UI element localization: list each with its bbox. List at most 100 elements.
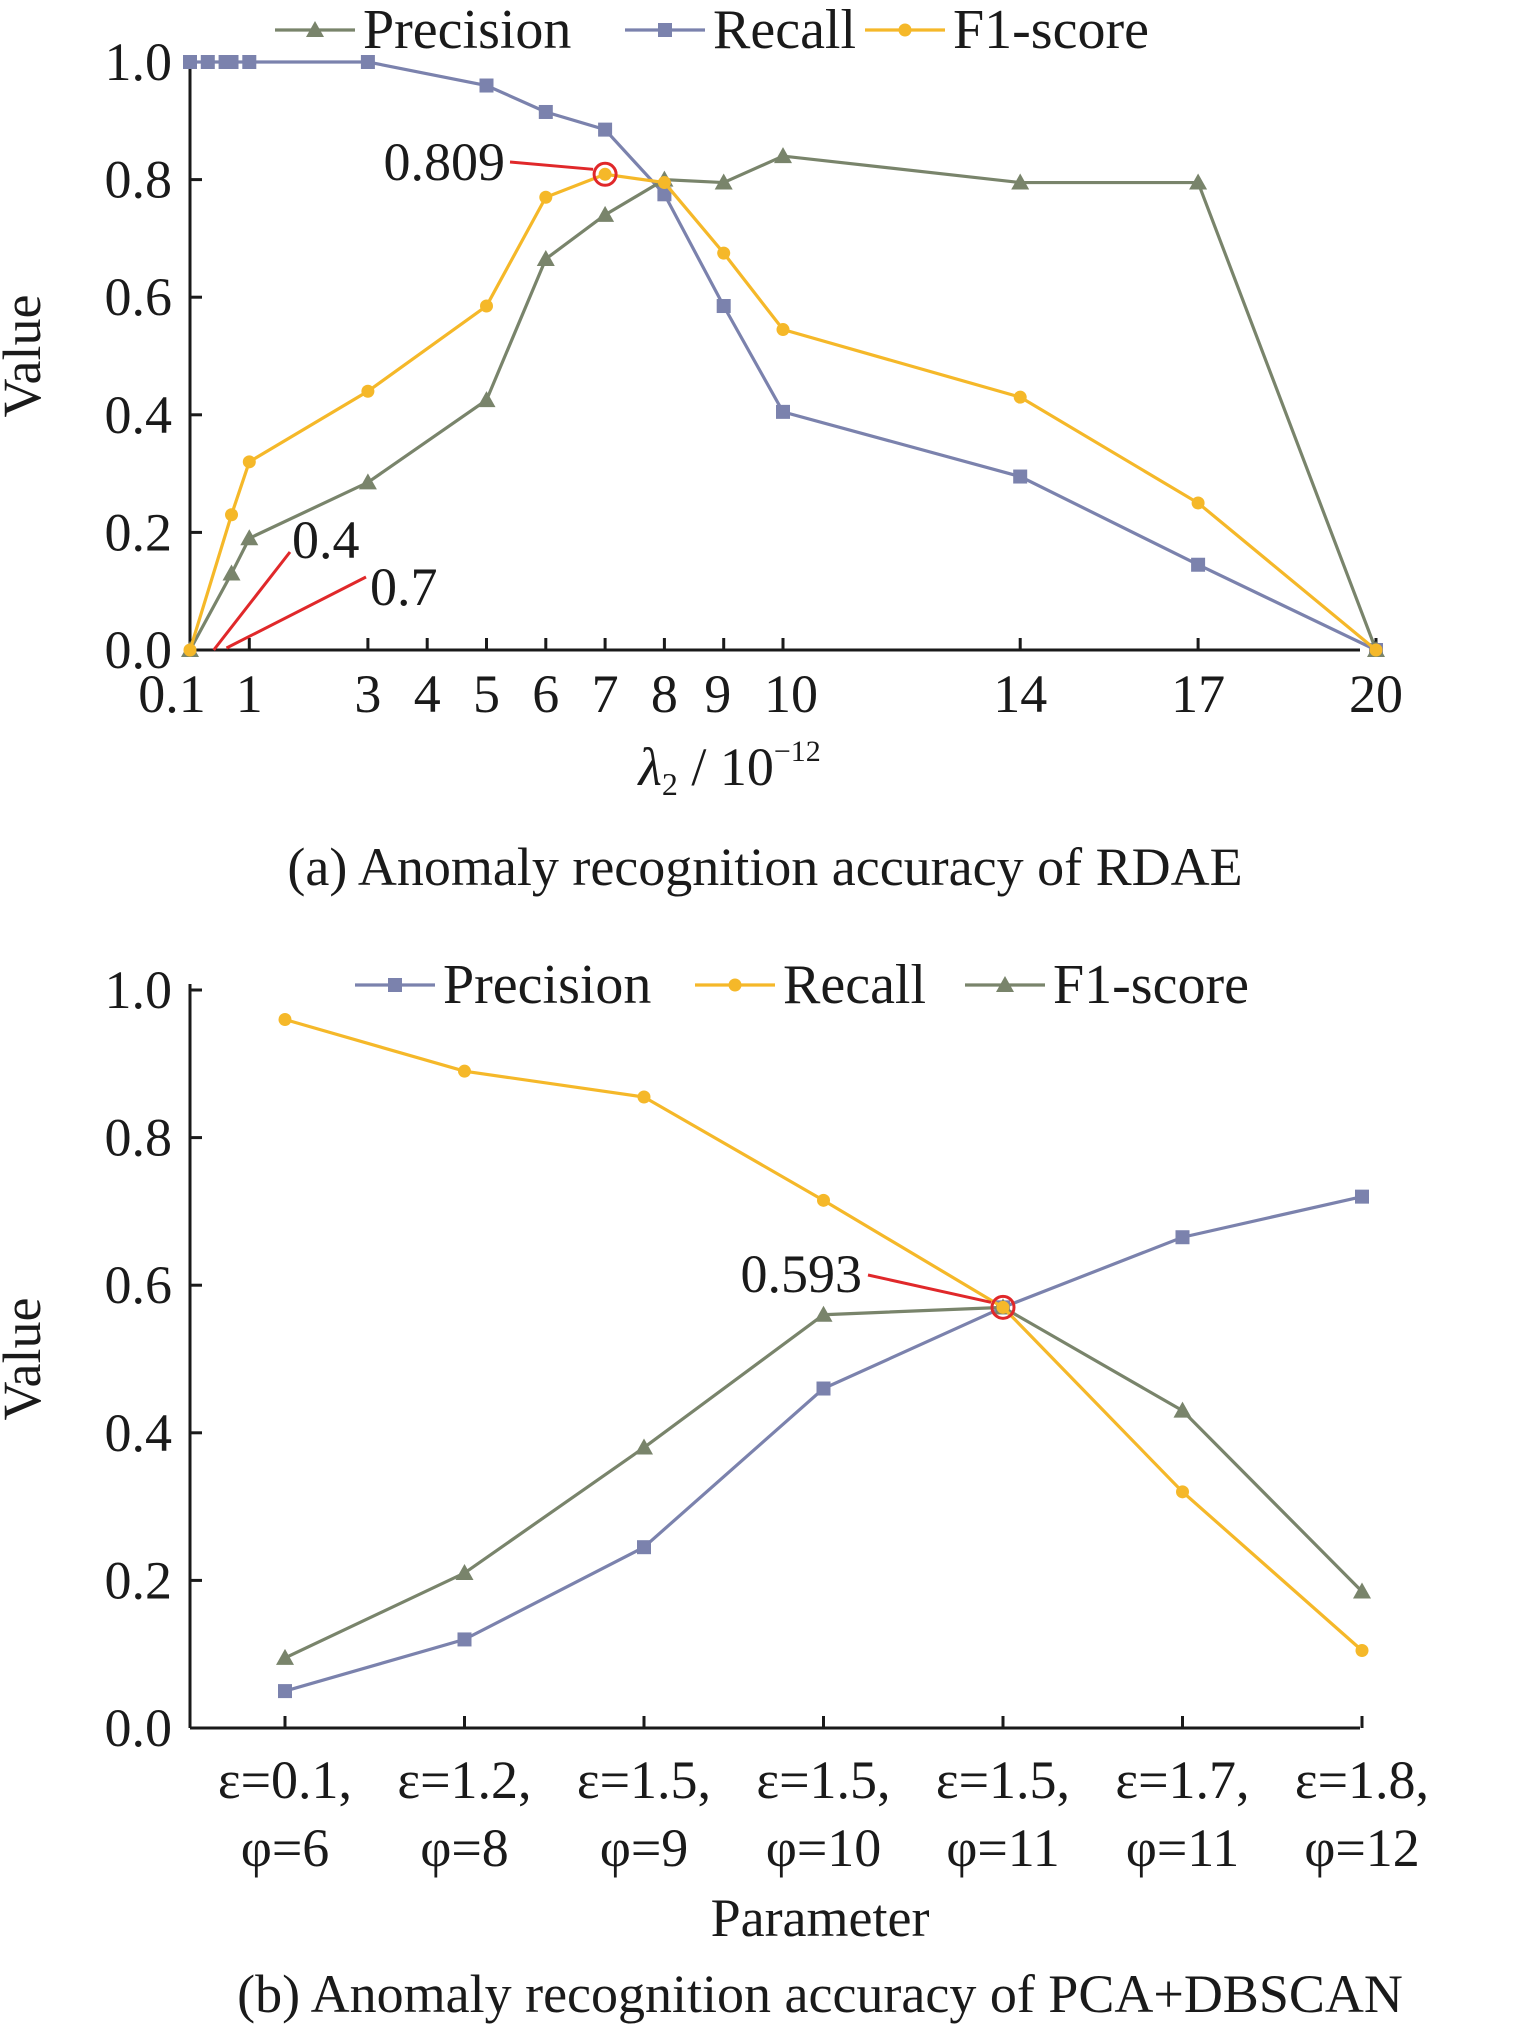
x-axis-label: λ2 / 10−12	[636, 735, 820, 802]
data-point-recall	[996, 1300, 1010, 1314]
x-axis-label-rest: / 10	[678, 737, 774, 797]
data-point-precision	[1011, 173, 1030, 190]
caption: (b) Anomaly recognition accuracy of PCA+…	[237, 1964, 1403, 2024]
legend-marker-precision	[306, 21, 324, 37]
data-point-f1-score	[480, 299, 493, 313]
x-tick-label: φ=11	[946, 1818, 1060, 1878]
data-point-precision	[278, 1684, 292, 1699]
x-tick-label: 5	[473, 664, 500, 724]
x-tick-label: 20	[1349, 664, 1403, 724]
x-tick-label: ε=1.5,	[936, 1750, 1070, 1810]
x-tick-label: 17	[1171, 664, 1225, 724]
y-tick-label: 1.0	[105, 960, 173, 1020]
legend: Precision Recall F1-score	[355, 954, 1249, 1016]
y-tick-label: 1.0	[105, 32, 173, 92]
data-point-f1-score	[361, 384, 375, 398]
data-point-recall	[200, 55, 215, 69]
data-point-recall	[817, 1193, 830, 1207]
data-point-f1-score	[1173, 1401, 1192, 1418]
data-point-recall	[1176, 1485, 1189, 1499]
data-point-f1-score	[455, 1564, 474, 1581]
data-point-precision	[240, 529, 259, 546]
y-tick-label: 0.6	[105, 267, 173, 327]
y-tick-label: 0.2	[105, 1550, 173, 1610]
legend-label-recall: Recall	[713, 0, 856, 61]
data-point-precision	[596, 205, 615, 222]
legend-label-precision: Precision	[363, 0, 571, 61]
annotation-leader	[225, 575, 367, 650]
legend-label-f1-score: F1-score	[953, 0, 1149, 61]
data-point-precision	[1175, 1230, 1190, 1245]
x-tick-label: 1	[236, 664, 263, 724]
x-tick-label: φ=6	[241, 1818, 330, 1878]
data-point-recall	[218, 55, 233, 69]
data-point-recall	[657, 187, 672, 202]
data-point-f1-score	[657, 176, 671, 190]
y-tick-label: 0.8	[105, 1108, 173, 1168]
panel-b-pca-dbscan: 0.0 0.2 0.4 0.6 0.8 1.0 ε=0.1, φ=6 ε=1.2, φ=8 ε=1.…	[0, 954, 1429, 2024]
data-point-f1-score	[776, 323, 790, 337]
data-point-f1-score	[814, 1305, 833, 1322]
series-line-f1-score	[284, 1305, 1364, 1660]
x-tick-label: ε=1.8,	[1295, 1750, 1429, 1810]
panel-a-rdae: 0.0 0.2 0.4 0.6 0.8 1.0 0.1 1 3 4 5 6 7 8 9 10 14 17 20 Val…	[0, 0, 1403, 897]
legend-marker-recall	[728, 978, 742, 992]
annotation-leader	[212, 551, 292, 651]
legend: Precision Recall F1-score	[275, 0, 1149, 61]
y-tick-label: 0.0	[105, 1698, 173, 1758]
x-tick-label: 7	[592, 664, 619, 724]
legend-label-precision: Precision	[443, 954, 651, 1016]
data-point-recall	[458, 1064, 471, 1078]
x-axis-label-subscript: 2	[662, 766, 678, 802]
series-line-recall	[284, 1017, 1364, 1652]
data-point-recall	[637, 1090, 651, 1104]
data-point-recall	[776, 404, 790, 419]
data-point-f1-score	[1013, 390, 1027, 404]
legend-marker-recall	[658, 23, 672, 37]
annotation-label: 0.7	[370, 557, 438, 617]
data-point-f1-score	[635, 1438, 653, 1455]
data-point-f1-score	[183, 643, 197, 657]
annotation-label: 0.809	[384, 132, 506, 192]
data-point-f1-score	[225, 508, 239, 522]
data-point-recall	[1191, 557, 1206, 572]
data-point-precision	[358, 473, 377, 490]
data-point-f1-score	[598, 167, 612, 181]
legend-label-f1-score: F1-score	[1053, 954, 1249, 1016]
data-point-recall	[538, 104, 553, 119]
x-tick-label: ε=1.2,	[397, 1750, 531, 1810]
data-point-f1-score	[1369, 643, 1383, 657]
data-point-recall	[716, 299, 731, 314]
x-tick-label: ε=1.5,	[756, 1750, 890, 1810]
x-axis-label-symbol: λ	[636, 737, 661, 797]
y-tick-label: 0.4	[105, 1403, 173, 1463]
x-tick-label: 8	[651, 664, 678, 724]
annotation-label: 0.593	[741, 1244, 863, 1304]
data-point-precision	[457, 1632, 472, 1647]
x-tick-label: φ=9	[600, 1818, 689, 1878]
y-tick-label: 0.6	[105, 1255, 173, 1315]
legend-marker-f1-score	[996, 976, 1014, 992]
data-point-precision	[1189, 173, 1208, 190]
x-tick-label: 14	[993, 664, 1047, 724]
data-point-recall	[183, 55, 197, 69]
data-point-recall	[242, 55, 257, 69]
data-point-f1-score	[1191, 496, 1205, 510]
x-tick-label: ε=1.5,	[577, 1750, 711, 1810]
data-point-f1-score	[717, 246, 731, 260]
data-point-f1-score	[242, 455, 256, 469]
data-point-precision	[222, 564, 241, 581]
x-tick-label: φ=12	[1304, 1818, 1420, 1878]
data-point-precision	[714, 173, 733, 190]
legend-marker-f1-score	[898, 23, 912, 37]
x-tick-label: ε=1.7,	[1115, 1750, 1249, 1810]
data-point-precision	[774, 147, 792, 164]
legend-label-recall: Recall	[783, 954, 926, 1016]
series-line-precision	[188, 154, 1378, 651]
data-point-recall	[360, 55, 375, 69]
data-point-precision	[536, 249, 555, 266]
annotation-leader	[867, 1273, 992, 1304]
data-point-precision	[1355, 1189, 1369, 1204]
data-point-precision	[477, 391, 496, 408]
